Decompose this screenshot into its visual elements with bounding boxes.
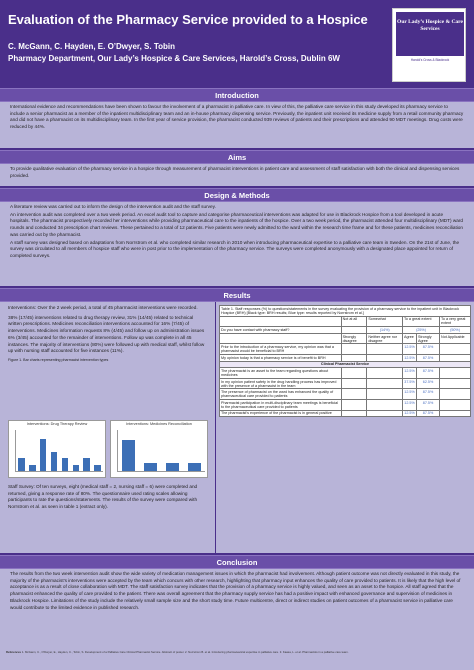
conclusion-heading: Conclusion [0, 555, 474, 569]
bar [18, 458, 25, 471]
methods-bullet-1: A literature review was carried out to i… [10, 204, 216, 209]
references: References 1. McGann, C., O’Dwyer, E., H… [0, 650, 474, 670]
results-interventions-summary: Interventions: Over the 2 week period, a… [8, 305, 198, 310]
th-4: To a great extent [401, 315, 441, 328]
results-left-column: Interventions: Over the 2 week period, a… [0, 302, 215, 553]
bar [61, 458, 69, 471]
bar [187, 463, 201, 471]
introduction-heading: Introduction [0, 88, 474, 102]
table-row: My opinion today is that a pharmacy serv… [219, 353, 471, 362]
th-5: To a very great extent [439, 315, 471, 328]
references-label: References [6, 650, 22, 654]
bar [50, 451, 58, 471]
logo-mark: Our Lady’s Hospice & Care Services [396, 12, 464, 56]
bar [144, 463, 158, 471]
results-heading: Results [0, 288, 474, 302]
bar [165, 463, 179, 471]
bar [29, 464, 36, 471]
methods-heading: Design & Methods [0, 188, 474, 202]
table-row: In my opinion patient safety in the drug… [219, 377, 471, 390]
hospice-logo: Our Lady’s Hospice & Care Services Harol… [392, 8, 466, 82]
table-row: The pharmacist’s experience of the pharm… [219, 409, 471, 418]
methods-text: A literature review was carried out to i… [0, 202, 474, 286]
bar [122, 439, 136, 471]
logo-subtitle: Harold’s Cross & Blackrock [410, 58, 450, 62]
th-3: Somewhat [366, 315, 403, 328]
references-text: 1. McGann, C., O’Dwyer, E., Hayden, C., … [21, 650, 349, 654]
poster-title: Evaluation of the Pharmacy Service provi… [8, 12, 368, 27]
aims-heading: Aims [0, 150, 474, 164]
bar [72, 464, 80, 471]
bar [83, 458, 90, 471]
th-1 [219, 315, 342, 328]
chart-medicines-reconciliation: Interventions: Medicines Reconciliation [110, 420, 208, 478]
methods-bullet-2: An intervention audit was completed over… [10, 211, 464, 237]
results-interventions-detail: 38% (17/45) interventions related to dru… [8, 314, 205, 354]
table-row: The presence of pharmacist on the ward h… [219, 388, 471, 400]
figure-caption: Figure 1. Bar charts representing pharma… [8, 357, 109, 362]
results-right-column: Table 1. Staff responses (%) to question… [216, 302, 474, 553]
department: Pharmacy Department, Our Lady’s Hospice … [8, 54, 340, 63]
bar [39, 438, 47, 471]
table-caption: Table 1. Staff responses (%) to question… [219, 305, 471, 317]
bar [94, 464, 101, 471]
methods-bullet-3: A staff survey was designed based on ada… [10, 239, 460, 258]
table-row: Pharmacist participation in multi-discip… [219, 398, 471, 411]
row-contact-q: Do you have contact with pharmacy staff? [219, 326, 342, 334]
chart1-plot-area [15, 430, 103, 472]
table-subheading: Clinical Pharmacist Service [219, 360, 471, 369]
table-row: Prior to the introduction of a pharmacy … [219, 343, 471, 355]
introduction-text: International evidence and recommendatio… [0, 102, 474, 148]
results-staff-survey: Staff Survey: Of ten surveys, eight (med… [8, 484, 198, 510]
survey-table: Table 1. Staff responses (%) to question… [219, 305, 471, 418]
chart2-plot-area [117, 430, 205, 472]
poster-header: Evaluation of the Pharmacy Service provi… [0, 0, 474, 84]
conclusion-text: The results from the two week interventi… [0, 569, 474, 650]
th-2: Not at all [340, 315, 368, 328]
chart1-title: Interventions: Drug Therapy Review [26, 422, 88, 426]
authors: C. McGann, C. Hayden, E. O’Dwyer, S. Tob… [8, 42, 175, 51]
table-row: The pharmacist is an asset to the team r… [219, 367, 471, 379]
chart-drug-therapy-review: Interventions: Drug Therapy Review [8, 420, 106, 478]
aims-text: To provide qualitative evaluation of the… [0, 164, 474, 186]
chart2-title: Interventions: Medicines Reconciliation [126, 422, 192, 426]
